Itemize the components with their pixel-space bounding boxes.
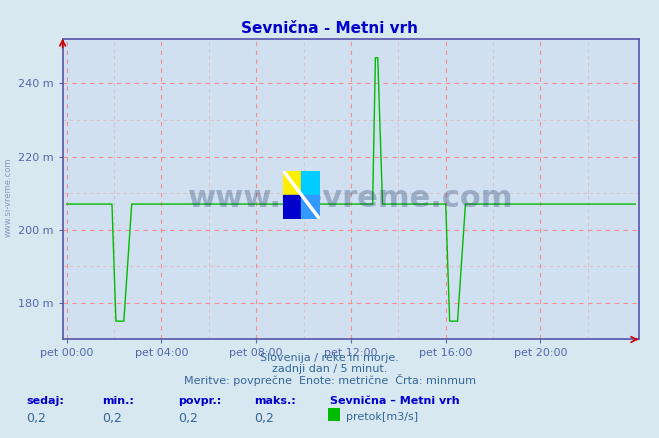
Text: 0,2: 0,2 (178, 412, 198, 425)
Bar (302, 171, 320, 195)
Text: 0,2: 0,2 (254, 412, 273, 425)
Text: sedaj:: sedaj: (26, 396, 64, 406)
Text: maks.:: maks.: (254, 396, 295, 406)
Text: 0,2: 0,2 (26, 412, 46, 425)
Text: Meritve: povprečne  Enote: metrične  Črta: minmum: Meritve: povprečne Enote: metrične Črta:… (183, 374, 476, 386)
Text: min.:: min.: (102, 396, 134, 406)
Bar (302, 195, 320, 219)
Text: www.si-vreme.com: www.si-vreme.com (188, 184, 513, 213)
Text: 0,2: 0,2 (102, 412, 122, 425)
Text: Slovenija / reke in morje.: Slovenija / reke in morje. (260, 353, 399, 363)
Text: Sevnična - Metni vrh: Sevnična - Metni vrh (241, 21, 418, 36)
Bar (283, 195, 302, 219)
Text: zadnji dan / 5 minut.: zadnji dan / 5 minut. (272, 364, 387, 374)
Bar (283, 171, 302, 195)
Text: Sevnična – Metni vrh: Sevnična – Metni vrh (330, 396, 459, 406)
Text: pretok[m3/s]: pretok[m3/s] (346, 412, 418, 422)
Text: www.si-vreme.com: www.si-vreme.com (3, 157, 13, 237)
Text: povpr.:: povpr.: (178, 396, 221, 406)
